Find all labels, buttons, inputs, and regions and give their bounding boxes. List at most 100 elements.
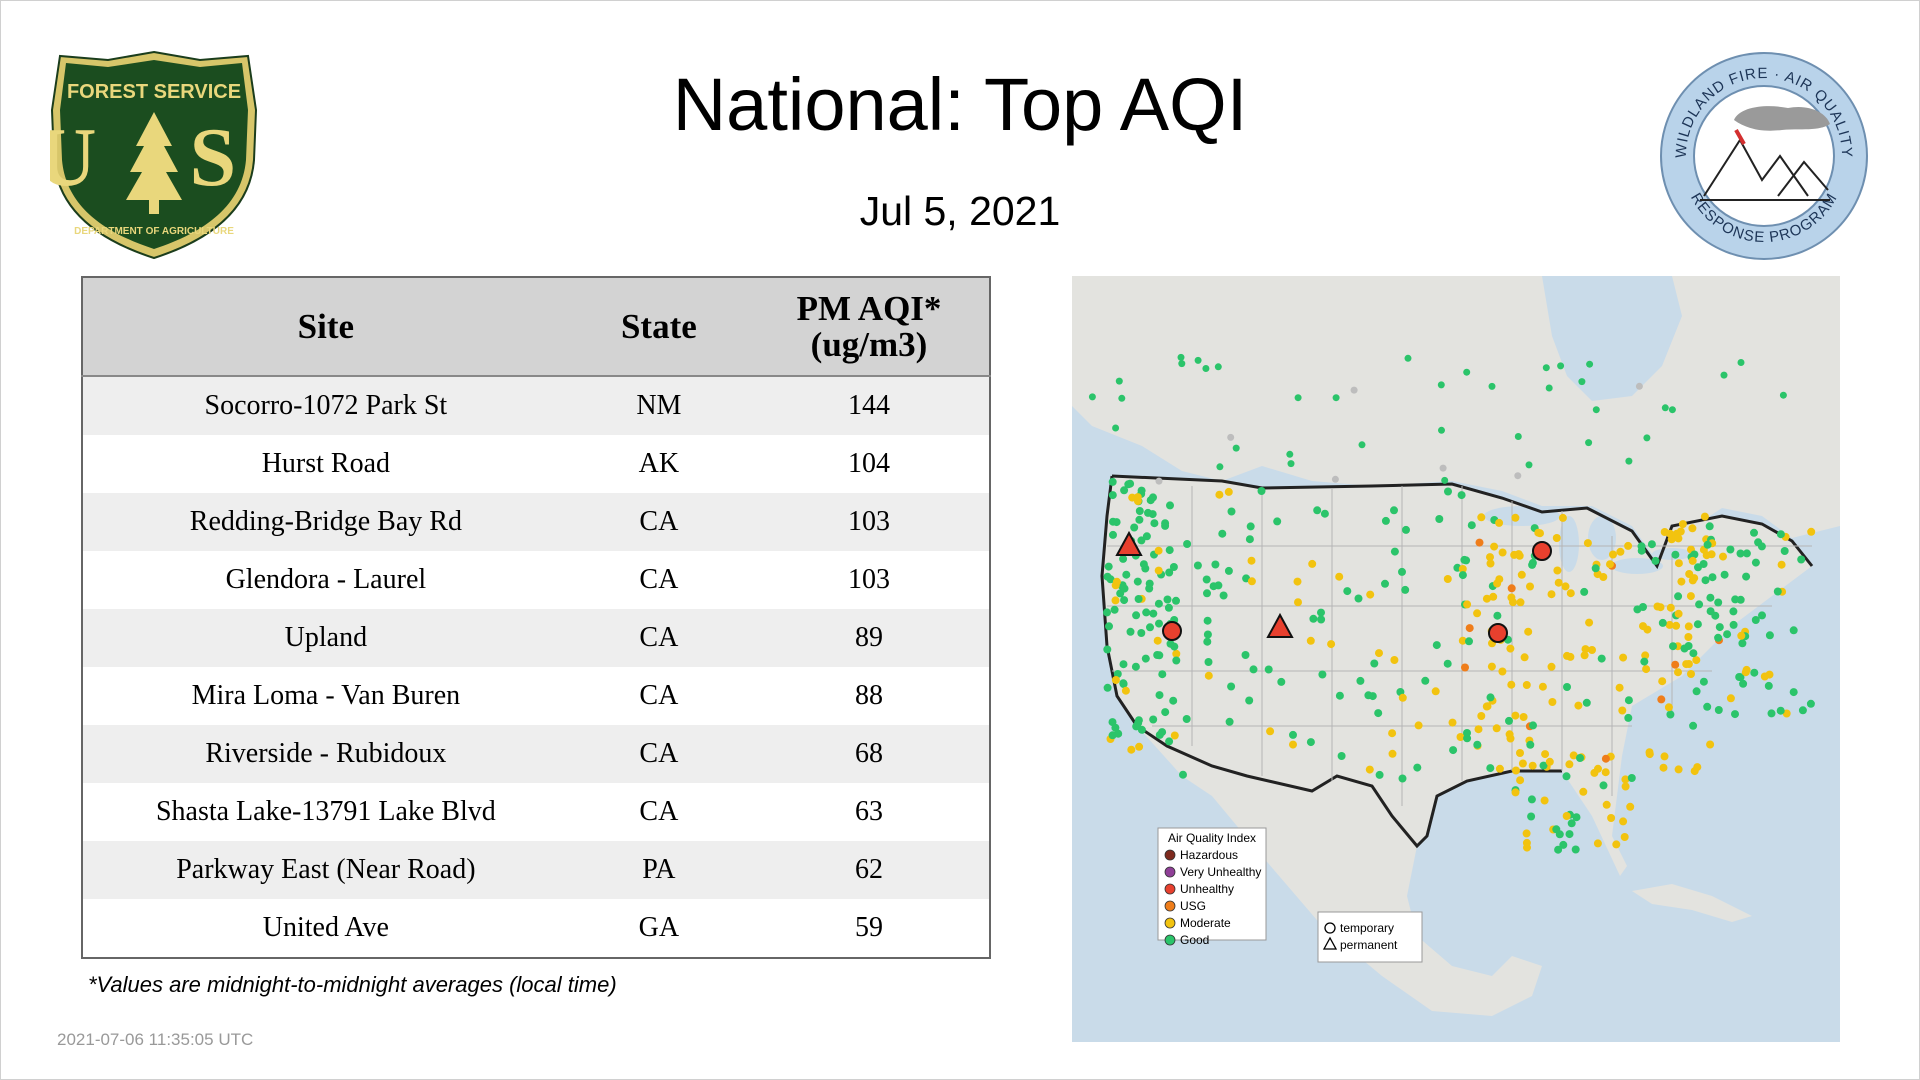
monitor-marker xyxy=(1676,527,1685,536)
monitor-marker xyxy=(1642,665,1651,674)
monitor-marker xyxy=(1486,553,1494,562)
monitor-marker xyxy=(1731,595,1740,604)
monitor-marker xyxy=(1132,722,1141,731)
monitor-marker xyxy=(1699,677,1708,686)
monitor-marker xyxy=(1105,622,1113,631)
monitor-marker xyxy=(1153,636,1162,645)
monitor-marker xyxy=(1777,560,1786,569)
monitor-marker xyxy=(1443,659,1452,668)
monitor-marker xyxy=(1332,394,1340,402)
monitor-marker xyxy=(1465,637,1473,646)
monitor-marker xyxy=(1561,582,1570,591)
column-header-pm-aqi-line1: PM AQI* xyxy=(796,288,942,328)
state-cell: CA xyxy=(568,725,750,783)
generated-timestamp: 2021-07-06 11:35:05 UTC xyxy=(57,1030,254,1049)
monitor-marker xyxy=(1585,618,1594,627)
monitor-marker xyxy=(1526,582,1534,591)
legend-label: Very Unhealthy xyxy=(1180,865,1261,879)
monitor-marker xyxy=(1473,740,1482,749)
monitor-marker xyxy=(1463,368,1471,376)
monitor-marker xyxy=(1557,362,1565,370)
monitor-marker xyxy=(1137,536,1146,545)
monitor-marker xyxy=(1146,623,1154,632)
map-land-mexico xyxy=(1137,726,1542,1016)
monitor-marker xyxy=(1566,589,1575,598)
monitor-marker xyxy=(1249,665,1258,674)
forest-service-logo-top-text: FOREST SERVICE xyxy=(67,81,241,103)
aqi-cell: 59 xyxy=(749,899,990,958)
monitor-marker xyxy=(1155,691,1164,700)
monitor-marker xyxy=(1602,800,1611,809)
monitor-marker xyxy=(1659,763,1668,772)
monitor-marker xyxy=(1154,599,1163,608)
map-markers xyxy=(1088,353,1816,854)
monitor-marker xyxy=(1149,715,1158,724)
mountains-icon xyxy=(1700,129,1830,201)
monitor-marker xyxy=(1580,587,1589,596)
monitor-marker xyxy=(1729,607,1738,616)
monitor-marker xyxy=(1216,463,1224,471)
monitor-marker xyxy=(1495,518,1504,527)
monitor-marker xyxy=(1765,631,1774,640)
monitor-marker xyxy=(1165,737,1174,746)
monitor-marker xyxy=(1776,706,1785,715)
monitor-marker xyxy=(1666,603,1675,612)
monitor-marker xyxy=(1335,691,1344,700)
monitor-marker xyxy=(1486,693,1495,702)
monitor-marker xyxy=(1554,578,1563,587)
monitor-marker xyxy=(1106,575,1115,584)
monitor-marker xyxy=(1767,709,1776,718)
monitor-marker xyxy=(1320,509,1329,518)
monitor-marker xyxy=(1684,633,1693,641)
column-header-pm-aqi-line2: (ug/m3) xyxy=(810,324,928,364)
table-row: Glendora - Laurel CA 103 xyxy=(82,551,990,609)
footnote: *Values are midnight-to-midnight average… xyxy=(88,972,617,997)
monitor-marker xyxy=(1108,477,1117,486)
monitor-marker xyxy=(1672,621,1681,630)
monitor-marker xyxy=(1264,665,1273,674)
monitor-marker xyxy=(1172,656,1181,665)
monitor-marker xyxy=(1624,696,1633,705)
monitor-marker xyxy=(1277,677,1286,686)
monitor-marker xyxy=(1688,576,1697,585)
monitor-marker xyxy=(1526,740,1535,749)
monitor-marker xyxy=(1592,406,1600,414)
monitor-marker xyxy=(1203,630,1212,639)
unhealthy-permanent-marker xyxy=(1115,530,1143,556)
monitor-marker xyxy=(1401,585,1410,594)
monitor-marker xyxy=(1539,761,1548,770)
monitor-marker xyxy=(1257,487,1266,495)
monitor-marker xyxy=(1438,426,1445,434)
monitor-marker xyxy=(1609,550,1617,559)
table-header-row: Site State PM AQI* (ug/m3) xyxy=(82,277,990,377)
monitor-marker xyxy=(1684,622,1693,631)
monitor-marker xyxy=(1490,542,1499,551)
monitor-marker xyxy=(1738,639,1747,648)
monitor-marker xyxy=(1439,464,1447,472)
monitor-marker xyxy=(1202,575,1211,584)
monitor-marker xyxy=(1498,667,1507,676)
monitor-marker xyxy=(1155,730,1164,739)
monitor-marker xyxy=(1621,782,1630,791)
monitor-marker xyxy=(1441,476,1449,484)
monitor-marker xyxy=(1615,683,1624,692)
monitor-marker xyxy=(1674,559,1683,568)
monitor-marker xyxy=(1607,814,1616,822)
monitor-marker xyxy=(1145,579,1154,588)
monitor-marker xyxy=(1658,677,1667,686)
monitor-marker xyxy=(1398,567,1406,576)
aqi-cell: 68 xyxy=(749,725,990,783)
monitor-marker xyxy=(1624,541,1633,550)
monitor-marker xyxy=(1493,579,1502,588)
monitor-marker xyxy=(1558,513,1567,522)
column-header-site: Site xyxy=(82,277,569,377)
legend-label: Unhealthy xyxy=(1180,882,1234,896)
monitor-marker xyxy=(1677,577,1686,586)
monitor-marker xyxy=(1714,598,1723,607)
monitor-marker xyxy=(1545,757,1554,766)
monitor-marker xyxy=(1583,539,1592,548)
monitor-marker xyxy=(1443,575,1452,583)
monitor-marker xyxy=(1684,642,1693,650)
table-row: Parkway East (Near Road) PA 62 xyxy=(82,841,990,899)
site-cell: Socorro-1072 Park St xyxy=(82,376,569,435)
